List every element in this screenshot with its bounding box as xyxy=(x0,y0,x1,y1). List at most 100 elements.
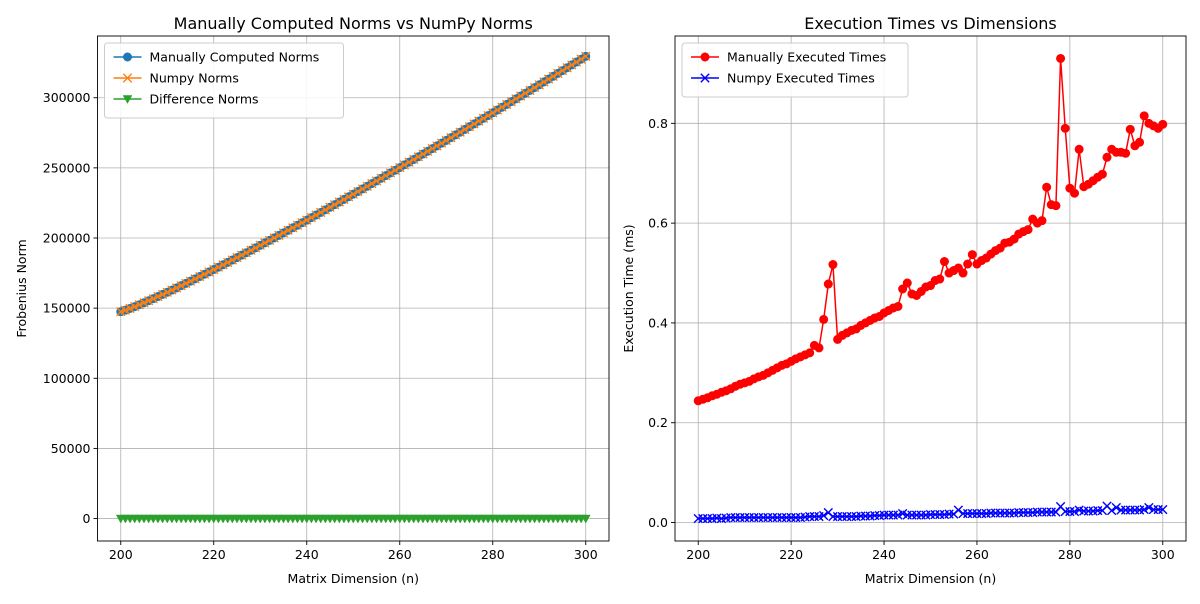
times-data-point xyxy=(1158,504,1168,515)
norms-data-point xyxy=(367,178,377,189)
times-data-point xyxy=(953,505,964,515)
times-y-tick-label: 0.2 xyxy=(648,415,668,430)
norms-data-point xyxy=(232,252,242,263)
norms-data-point xyxy=(581,51,591,62)
times-data-point xyxy=(963,259,973,269)
norms-data-point xyxy=(278,228,289,238)
times-data-point xyxy=(814,343,824,353)
norms-data-point xyxy=(464,121,475,132)
norms-data-point xyxy=(255,240,265,251)
times-chart-title: Execution Times vs Dimensions xyxy=(804,14,1056,33)
norms-x-axis-label: Matrix Dimension (n) xyxy=(288,571,419,586)
times-y-tick-label: 0.4 xyxy=(648,315,668,330)
norms-data-point xyxy=(520,88,530,98)
times-data-point xyxy=(1144,502,1154,513)
norms-data-point xyxy=(390,165,400,175)
norms-legend-marker xyxy=(122,95,133,104)
norms-data-point xyxy=(134,300,145,310)
norms-data-point xyxy=(450,130,461,140)
norms-data-point xyxy=(525,85,535,96)
norms-data-point xyxy=(269,233,279,243)
times-data-point xyxy=(958,268,968,278)
norms-data-point xyxy=(502,99,512,110)
norms-x-tick-label: 220 xyxy=(202,547,226,562)
times-grid xyxy=(675,36,1186,541)
times-data-point xyxy=(1139,504,1149,515)
norms-data-point xyxy=(418,149,428,159)
norms-data-point xyxy=(357,184,368,194)
times-data-point xyxy=(1056,53,1066,63)
times-data-point xyxy=(818,510,829,521)
norms-series-3 xyxy=(115,514,591,524)
norms-data-point xyxy=(227,255,238,265)
norms-data-point xyxy=(209,264,219,275)
times-legend: Manually Executed Times Numpy Executed Ti… xyxy=(681,42,909,98)
norms-data-point xyxy=(306,212,317,223)
norms-data-point xyxy=(334,197,344,207)
norms-legend-item: Difference Norms xyxy=(113,92,259,107)
norms-data-point xyxy=(199,269,210,279)
norms-data-point xyxy=(567,60,577,70)
times-legend-marker xyxy=(700,73,710,83)
norms-data-point xyxy=(311,210,321,220)
norms-data-point xyxy=(329,199,340,210)
times-y-tick-label: 0.0 xyxy=(648,515,668,530)
times-data-point xyxy=(1121,148,1131,158)
times-data-point xyxy=(1023,225,1033,235)
norms-data-point xyxy=(497,102,507,112)
norms-y-tick-label: 100000 xyxy=(43,371,91,386)
norms-data-point xyxy=(422,146,433,157)
times-x-tick-label: 260 xyxy=(965,547,989,562)
times-data-point xyxy=(893,301,903,311)
norms-data-point xyxy=(143,296,154,306)
norms-data-point xyxy=(404,157,414,167)
times-data-point xyxy=(819,314,829,324)
times-data-point xyxy=(902,278,912,288)
norms-x-tick-label: 300 xyxy=(574,547,598,562)
times-data-point xyxy=(898,284,908,294)
times-data-point xyxy=(935,274,945,284)
norms-data-point xyxy=(562,63,572,73)
norms-data-point xyxy=(515,91,526,101)
times-data-point xyxy=(1070,188,1080,198)
norms-data-point xyxy=(181,278,191,289)
norms-data-point xyxy=(260,238,270,248)
norms-data-point xyxy=(553,68,563,79)
times-data-point xyxy=(1106,505,1117,516)
norms-data-point xyxy=(469,119,479,129)
norms-data-point xyxy=(213,262,224,272)
norms-data-point xyxy=(236,250,247,260)
norms-legend-label: Manually Computed Norms xyxy=(150,50,320,65)
norms-data-point xyxy=(362,181,372,191)
norms-data-point xyxy=(409,154,419,165)
norms-data-point xyxy=(557,65,568,76)
norms-data-point xyxy=(302,215,312,225)
times-chart: 200 220 240 260 280 300 0.0 0.2 0.4 0.6 0.8 Executi… xyxy=(621,14,1187,586)
times-x-tick-label: 300 xyxy=(1151,547,1175,562)
norms-data-point xyxy=(413,152,424,162)
norms-data-point xyxy=(241,248,251,258)
times-x-tick-label: 200 xyxy=(686,547,710,562)
norms-data-point xyxy=(395,162,405,173)
times-y-tick-label: 0.8 xyxy=(648,116,668,131)
norms-data-point xyxy=(376,173,386,183)
norms-data-point xyxy=(529,82,540,93)
times-data-point xyxy=(1097,169,1107,179)
norms-data-point xyxy=(511,94,521,104)
norms-y-tick-label: 250000 xyxy=(43,160,91,175)
norms-data-point xyxy=(492,105,503,115)
norms-y-tick-label: 150000 xyxy=(43,301,91,316)
norms-data-point xyxy=(153,291,163,302)
norms-axes-frame xyxy=(97,35,610,542)
norms-data-point xyxy=(381,170,391,181)
norms-data-point xyxy=(371,176,382,186)
norms-legend-label: Numpy Norms xyxy=(150,71,239,86)
norms-legend-item: Numpy Norms xyxy=(113,71,239,86)
times-data-point xyxy=(805,348,815,358)
norms-data-point xyxy=(139,298,149,308)
norms-data-point xyxy=(148,293,158,304)
times-legend-item: Numpy Executed Times xyxy=(691,71,875,86)
norms-legend-item: Manually Computed Norms xyxy=(113,50,320,65)
norms-data-point xyxy=(195,271,205,282)
